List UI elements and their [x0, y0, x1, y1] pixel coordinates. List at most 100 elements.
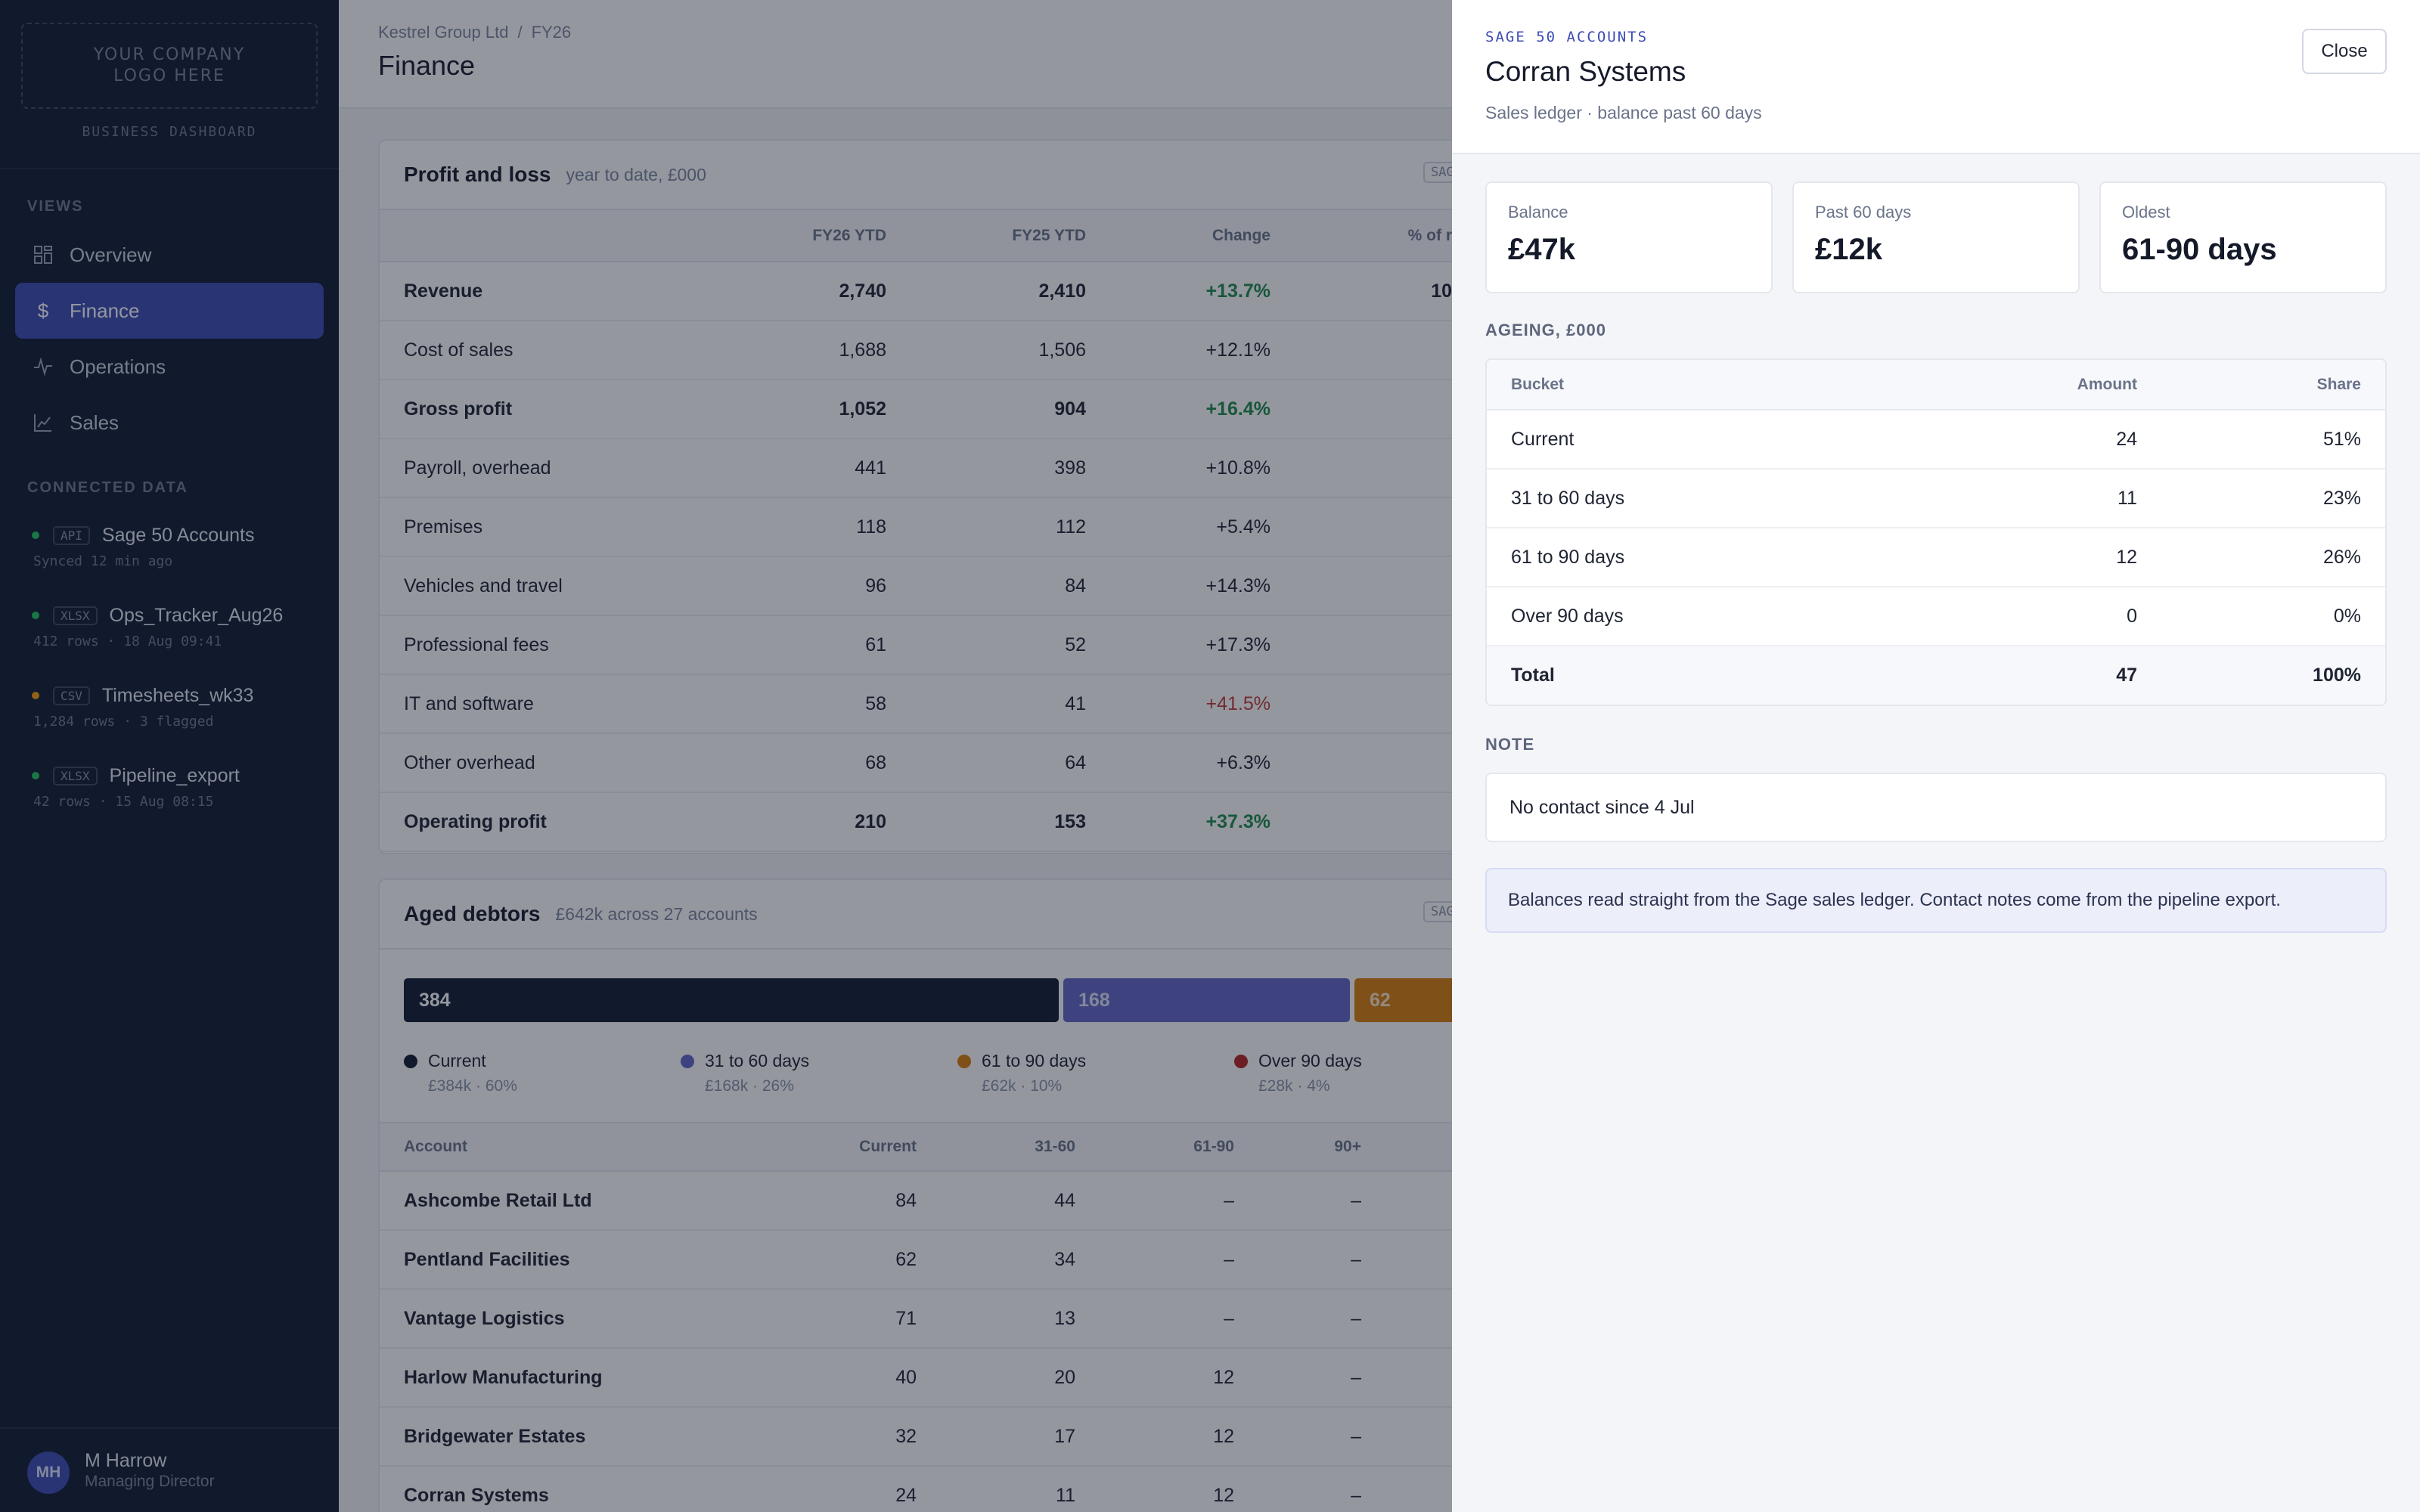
source-meta: 42 rows · 15 Aug 08:15: [33, 794, 214, 810]
sidebar-divider: [0, 168, 339, 169]
fy25-cell: 2,410: [886, 262, 1086, 321]
ageing-bar-segment[interactable]: 168: [1063, 978, 1350, 1022]
account-cell: Corran Systems: [380, 1466, 697, 1512]
legend-61-90: 61 to 90 days £62k · 10%: [957, 1051, 1086, 1095]
fy26-cell: 68: [758, 733, 886, 793]
column-header: Share: [2137, 360, 2385, 411]
line-item-cell: Professional fees: [380, 615, 758, 675]
legend-31-60: 31 to 60 days £168k · 26%: [681, 1051, 809, 1095]
line-item-cell: Vehicles and travel: [380, 556, 758, 616]
column-header[interactable]: FY25 YTD: [886, 210, 1086, 262]
nav-item-operations[interactable]: Operations: [15, 339, 324, 395]
column-header[interactable]: Account: [380, 1122, 697, 1172]
change-cell: +13.7%: [1086, 262, 1270, 321]
fy26-cell: 61: [758, 615, 886, 675]
fy25-cell: 1,506: [886, 321, 1086, 380]
legend-dot-icon: [404, 1054, 417, 1068]
views-heading: VIEWS: [27, 198, 84, 215]
account-note: No contact since 4 Jul: [1485, 773, 2387, 842]
legend-current: Current £384k · 60%: [404, 1051, 517, 1095]
ageing-bar-segment[interactable]: 384: [404, 978, 1059, 1022]
close-button[interactable]: Close: [2302, 29, 2387, 74]
pound-icon: $: [37, 299, 49, 322]
ageing-bar-segment[interactable]: 62: [1354, 978, 1460, 1022]
card-subtitle: £642k across 27 accounts: [555, 903, 758, 924]
fy25-cell: 84: [886, 556, 1086, 616]
pct-of-revenue-cell: [1270, 674, 1452, 734]
fy26-cell: 2,740: [758, 262, 886, 321]
account-cell: Bridgewater Estates: [380, 1407, 697, 1467]
legend-value: £62k · 10%: [982, 1077, 1063, 1095]
page-title: Finance: [378, 50, 476, 81]
share-cell: 51%: [2137, 410, 2385, 469]
source-pipeline[interactable]: XLSX Pipeline_export 42 rows · 15 Aug 08…: [32, 764, 240, 810]
bucket-cell: 61 to 90 days: [1487, 528, 1910, 587]
card-header: Aged debtors £642k across 27 accounts SA…: [380, 880, 1965, 950]
column-header[interactable]: 31-60: [917, 1122, 1075, 1172]
d61-90-cell: 12: [1075, 1466, 1234, 1512]
card-subtitle: year to date, £000: [566, 164, 706, 184]
source-meta: 1,284 rows · 3 flagged: [33, 714, 214, 730]
nav-item-finance[interactable]: $ Finance: [15, 283, 324, 339]
bucket-cell: Current: [1487, 410, 1910, 469]
column-header[interactable]: Current: [697, 1122, 917, 1172]
column-header[interactable]: % of r: [1270, 210, 1452, 262]
fy26-cell: 96: [758, 556, 886, 616]
fy26-cell: 210: [758, 792, 886, 852]
d90-plus-cell: –: [1234, 1466, 1361, 1512]
change-cell: +14.3%: [1086, 556, 1270, 616]
line-item-cell: Payroll, overhead: [380, 438, 758, 498]
source-ops-tracker[interactable]: XLSX Ops_Tracker_Aug26 412 rows · 18 Aug…: [32, 603, 283, 649]
pct-of-revenue-cell: [1270, 556, 1452, 616]
source-meta: Synced 12 min ago: [33, 553, 173, 569]
nav-item-overview[interactable]: Overview: [15, 227, 324, 283]
drawer-source-label: SAGE 50 ACCOUNTS: [1485, 29, 1649, 45]
bucket-cell: Total: [1487, 645, 1910, 705]
fy25-cell: 112: [886, 497, 1086, 557]
line-item-cell: Operating profit: [380, 792, 758, 852]
pct-of-revenue-cell: [1270, 321, 1452, 380]
column-header[interactable]: FY26 YTD: [758, 210, 886, 262]
column-header[interactable]: 90+: [1234, 1122, 1361, 1172]
share-cell: 100%: [2137, 645, 2385, 705]
nav-item-sales[interactable]: Sales: [15, 395, 324, 451]
source-timesheets[interactable]: CSV Timesheets_wk33 1,284 rows · 3 flagg…: [32, 683, 254, 730]
amount-cell: 0: [1910, 587, 2137, 646]
breadcrumb-company[interactable]: Kestrel Group Ltd: [378, 23, 509, 42]
user-profile[interactable]: MH M Harrow Managing Director: [0, 1427, 339, 1512]
current-cell: 71: [697, 1289, 917, 1349]
fy25-cell: 52: [886, 615, 1086, 675]
d31-60-cell: 20: [917, 1348, 1075, 1408]
change-cell: +10.8%: [1086, 438, 1270, 498]
total-row: Total 47 100%: [1487, 645, 2385, 705]
column-header: [380, 210, 758, 262]
source-name: Timesheets_wk33: [101, 684, 254, 706]
amount-cell: 11: [1910, 469, 2137, 528]
account-cell: Pentland Facilities: [380, 1230, 697, 1290]
source-meta: 412 rows · 18 Aug 09:41: [33, 634, 222, 649]
pnl-row: IT and software 58 41 +41.5%: [380, 674, 1965, 734]
sidebar: YOUR COMPANY LOGO HERE BUSINESS DASHBOAR…: [0, 0, 339, 1512]
column-header[interactable]: Change: [1086, 210, 1270, 262]
grid-icon: [32, 243, 54, 266]
share-cell: 23%: [2137, 469, 2385, 528]
bucket-cell: Over 90 days: [1487, 587, 1910, 646]
d31-60-cell: 44: [917, 1171, 1075, 1231]
amount-cell: 12: [1910, 528, 2137, 587]
d90-plus-cell: –: [1234, 1289, 1361, 1349]
legend-value: £384k · 60%: [428, 1077, 517, 1095]
nav-label: Operations: [70, 355, 166, 378]
column-header[interactable]: 61-90: [1075, 1122, 1234, 1172]
legend-dot-icon: [681, 1054, 694, 1068]
source-type-badge: API: [53, 525, 90, 545]
account-cell: Ashcombe Retail Ltd: [380, 1171, 697, 1231]
connected-data-heading: CONNECTED DATA: [27, 479, 188, 496]
breadcrumb-period[interactable]: FY26: [531, 23, 572, 42]
source-name: Pipeline_export: [109, 764, 240, 786]
ageing-table: Bucket Amount Share Current 24 51% 31 to…: [1487, 360, 2385, 705]
d90-plus-cell: –: [1234, 1171, 1361, 1231]
line-item-cell: Premises: [380, 497, 758, 557]
source-sage[interactable]: API Sage 50 Accounts Synced 12 min ago: [32, 523, 254, 569]
line-item-cell: IT and software: [380, 674, 758, 734]
data-source-info: Balances read straight from the Sage sal…: [1485, 868, 2387, 933]
